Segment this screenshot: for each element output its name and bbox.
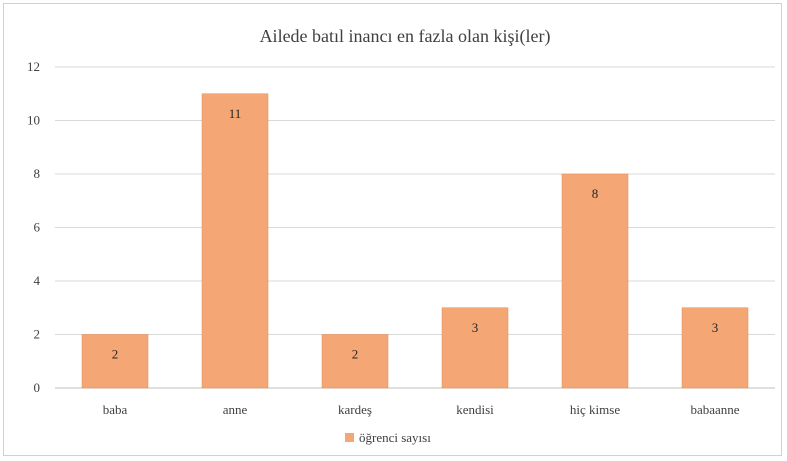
bar-5 <box>681 307 749 389</box>
data-label: 2 <box>352 347 359 362</box>
bar-4 <box>561 173 629 389</box>
data-label: 3 <box>472 320 479 335</box>
y-tick-label: 2 <box>34 327 41 342</box>
x-category-label: kendisi <box>456 402 494 417</box>
chart-title: Ailede batıl inancı en fazla olan kişi(l… <box>260 26 551 47</box>
x-axis-categories: baba anne kardeş kendisi hiç kimse babaanne <box>103 402 740 417</box>
data-label: 3 <box>712 320 719 335</box>
data-label: 8 <box>592 186 599 201</box>
bar-1 <box>201 93 269 389</box>
y-tick-label: 12 <box>27 59 40 74</box>
bar-0 <box>81 334 149 389</box>
data-label: 2 <box>112 347 119 362</box>
gridlines <box>55 66 775 389</box>
y-tick-label: 6 <box>34 220 41 235</box>
bar-2 <box>321 334 389 389</box>
x-category-label: babaanne <box>690 402 739 417</box>
legend-swatch <box>345 433 354 442</box>
y-tick-label: 0 <box>34 380 41 395</box>
y-axis-ticks: 0 2 4 6 8 10 12 <box>27 59 41 395</box>
x-category-label: hiç kimse <box>570 402 620 417</box>
bar-3 <box>441 307 509 389</box>
y-tick-label: 4 <box>34 273 41 288</box>
y-tick-label: 10 <box>27 113 40 128</box>
bars <box>81 93 749 389</box>
x-category-label: kardeş <box>338 402 372 417</box>
x-category-label: baba <box>103 402 128 417</box>
data-label: 11 <box>229 106 242 121</box>
x-category-label: anne <box>223 402 248 417</box>
y-tick-label: 8 <box>34 166 41 181</box>
legend-label: öğrenci sayısı <box>359 430 431 445</box>
data-labels: 2 11 2 3 8 3 <box>112 106 719 362</box>
legend: öğrenci sayısı <box>345 430 431 445</box>
